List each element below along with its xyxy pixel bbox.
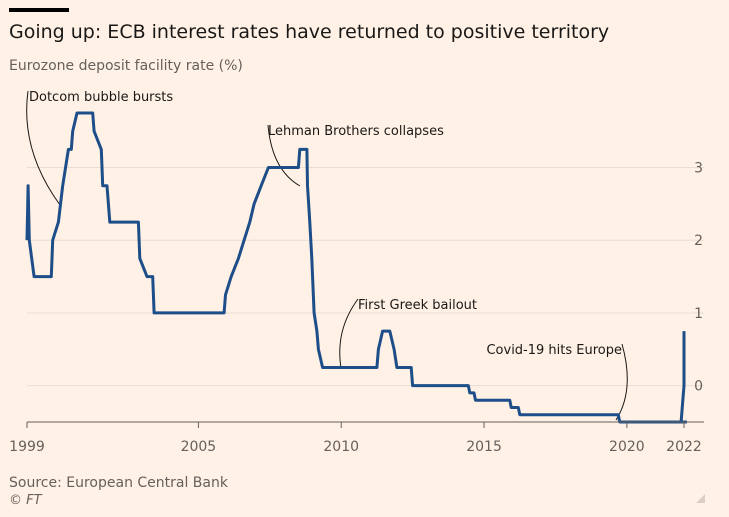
source-note: Source: European Central Bank <box>9 475 228 491</box>
series-line-final-hike <box>679 331 686 423</box>
annotations: Dotcom bubble bursts Lehman Brothers coll… <box>26 90 628 421</box>
ft-top-rule <box>9 8 69 12</box>
axes: 0 1 2 3 1999 2005 2010 2015 2020 2022 <box>9 161 704 455</box>
annotation-leader <box>339 298 359 369</box>
x-tick-label: 2010 <box>323 439 359 455</box>
x-tick-label: 2020 <box>609 439 645 455</box>
annotation-label: Dotcom bubble bursts <box>29 90 173 105</box>
x-tick-label: 1999 <box>9 439 45 455</box>
y-tick-label: 0 <box>694 379 703 395</box>
y-tick-label: 3 <box>694 161 703 177</box>
y-tick-label: 2 <box>694 233 703 249</box>
resize-corner-icon <box>696 494 705 503</box>
chart-subtitle: Eurozone deposit facility rate (%) <box>9 58 243 74</box>
x-tick-label: 2005 <box>181 439 217 455</box>
x-tick-label: 2015 <box>466 439 502 455</box>
ft-credit: © FT <box>9 493 42 508</box>
annotation-leader <box>267 124 301 187</box>
x-tick-label: 2022 <box>666 439 702 455</box>
annotation-label: Covid-19 hits Europe <box>486 343 622 358</box>
series <box>25 111 687 424</box>
annotation-leader <box>26 90 61 206</box>
y-tick-label: 1 <box>694 306 703 322</box>
annotation-label: First Greek bailout <box>358 298 477 313</box>
annotation-label: Lehman Brothers collapses <box>268 124 444 139</box>
chart-title: Going up: ECB interest rates have return… <box>9 21 610 43</box>
series-line <box>25 111 687 424</box>
